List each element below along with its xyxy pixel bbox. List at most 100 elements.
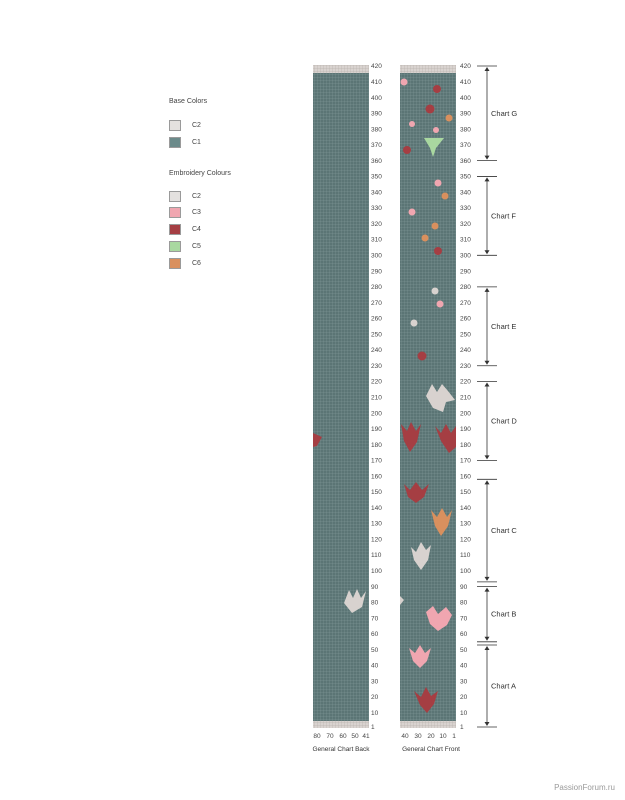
column-number-back: 50 — [351, 733, 359, 740]
legend-label: C1 — [192, 138, 201, 146]
row-number-back: 200 — [371, 410, 382, 417]
row-number-front: 20 — [460, 694, 468, 701]
motif-pink-dot — [408, 208, 416, 216]
row-number-front: 90 — [460, 584, 468, 591]
row-number-back: 90 — [371, 584, 379, 591]
arrow-down-icon — [484, 155, 490, 160]
row-number-back: 290 — [371, 268, 382, 275]
row-number-back: 270 — [371, 300, 382, 307]
motif-orange-dot — [421, 234, 429, 242]
row-number-back: 120 — [371, 536, 382, 543]
legend-label: C2 — [192, 121, 201, 129]
motif-white-flower — [344, 589, 366, 613]
row-number-front: 260 — [460, 316, 471, 323]
arrow-down-icon — [484, 455, 490, 460]
arrow-down-icon — [484, 250, 490, 255]
row-number-front: 160 — [460, 473, 471, 480]
column-number-front: 1 — [452, 733, 456, 740]
legend-item-emb-c3: C3 — [169, 206, 201, 218]
section-label: Chart F — [491, 211, 516, 220]
row-number-front: 300 — [460, 253, 471, 260]
motif-red-tulip — [414, 687, 438, 713]
swatch-emb-c5 — [169, 240, 181, 252]
motif-white-dot — [410, 319, 418, 327]
row-number-front: 100 — [460, 568, 471, 575]
column-number-back: 80 — [313, 733, 321, 740]
row-number-front: 170 — [460, 458, 471, 465]
chart-back-bottom-band — [313, 721, 369, 728]
section-label: Chart C — [491, 526, 517, 535]
section-label: Chart E — [491, 322, 516, 331]
row-number-back: 350 — [371, 174, 382, 181]
column-number-front: 20 — [427, 733, 435, 740]
arrow-up-icon — [484, 287, 490, 292]
row-number-back: 110 — [371, 552, 382, 559]
row-number-back: 20 — [371, 694, 379, 701]
arrow-up-icon — [484, 587, 490, 592]
row-number-back: 1 — [371, 724, 375, 731]
motif-pink-dot — [436, 300, 444, 308]
row-number-back: 130 — [371, 521, 382, 528]
row-number-back: 390 — [371, 111, 382, 118]
row-number-front: 140 — [460, 505, 471, 512]
row-number-front: 370 — [460, 142, 471, 149]
row-number-back: 40 — [371, 663, 379, 670]
legend-item-emb-c2: C2 — [169, 190, 201, 202]
row-number-back: 190 — [371, 426, 382, 433]
row-number-back: 330 — [371, 205, 382, 212]
section-label: Chart G — [491, 109, 517, 118]
legend-item-base-c1: C1 — [169, 136, 201, 148]
row-number-back: 240 — [371, 347, 382, 354]
arrow-down-icon — [484, 636, 490, 641]
row-number-back: 210 — [371, 394, 382, 401]
legend-item-base-c2: C2 — [169, 119, 201, 131]
motif-red-berry — [434, 247, 442, 255]
motif-red-berry — [417, 351, 427, 361]
legend-item-emb-c4: C4 — [169, 223, 201, 235]
motif-pink-dot — [433, 127, 439, 133]
row-number-front: 150 — [460, 489, 471, 496]
row-number-back: 420 — [371, 63, 382, 70]
row-number-front: 240 — [460, 347, 471, 354]
caption-back: General Chart Back — [312, 746, 370, 753]
motif-white-dot — [431, 287, 439, 295]
row-number-back: 250 — [371, 331, 382, 338]
row-number-front: 30 — [460, 678, 468, 685]
row-number-front: 310 — [460, 237, 471, 244]
row-number-front: 350 — [460, 174, 471, 181]
row-number-back: 280 — [371, 284, 382, 291]
row-number-back: 370 — [371, 142, 382, 149]
legend-label: C2 — [192, 192, 201, 200]
legend-item-emb-c5: C5 — [169, 240, 201, 252]
row-number-back: 100 — [371, 568, 382, 575]
section-label: Chart A — [491, 681, 516, 690]
swatch-emb-c6 — [169, 257, 181, 269]
row-number-back: 180 — [371, 442, 382, 449]
swatch-emb-c2 — [169, 190, 181, 202]
row-number-front: 120 — [460, 536, 471, 543]
arrow-down-icon — [484, 576, 490, 581]
chart-back-grid — [313, 65, 369, 728]
arrow-down-icon — [484, 722, 490, 726]
row-number-front: 400 — [460, 95, 471, 102]
motif-orange-dot — [441, 192, 449, 200]
row-number-front: 330 — [460, 205, 471, 212]
chart-back — [313, 65, 369, 728]
row-number-back: 150 — [371, 489, 382, 496]
motif-pink-dot — [434, 179, 442, 187]
motif-pink-flower — [426, 606, 452, 631]
motif-orange-tulip — [431, 508, 452, 536]
row-number-back: 340 — [371, 189, 382, 196]
row-number-front: 290 — [460, 268, 471, 275]
row-number-front: 230 — [460, 363, 471, 370]
row-number-front: 180 — [460, 442, 471, 449]
legend-label: C5 — [192, 242, 201, 250]
motif-pink-tulip — [409, 645, 431, 668]
motif-red-berry — [403, 146, 411, 154]
row-number-front: 250 — [460, 331, 471, 338]
row-scale-back: 420 410 400 390 380 370 360 350 340 330 320 310 300 2… — [371, 63, 382, 731]
row-number-back: 380 — [371, 126, 382, 133]
row-number-front: 280 — [460, 284, 471, 291]
column-numbers: 80 70 60 50 41 40 30 20 10 1 — [313, 733, 456, 740]
row-number-front: 410 — [460, 79, 471, 86]
